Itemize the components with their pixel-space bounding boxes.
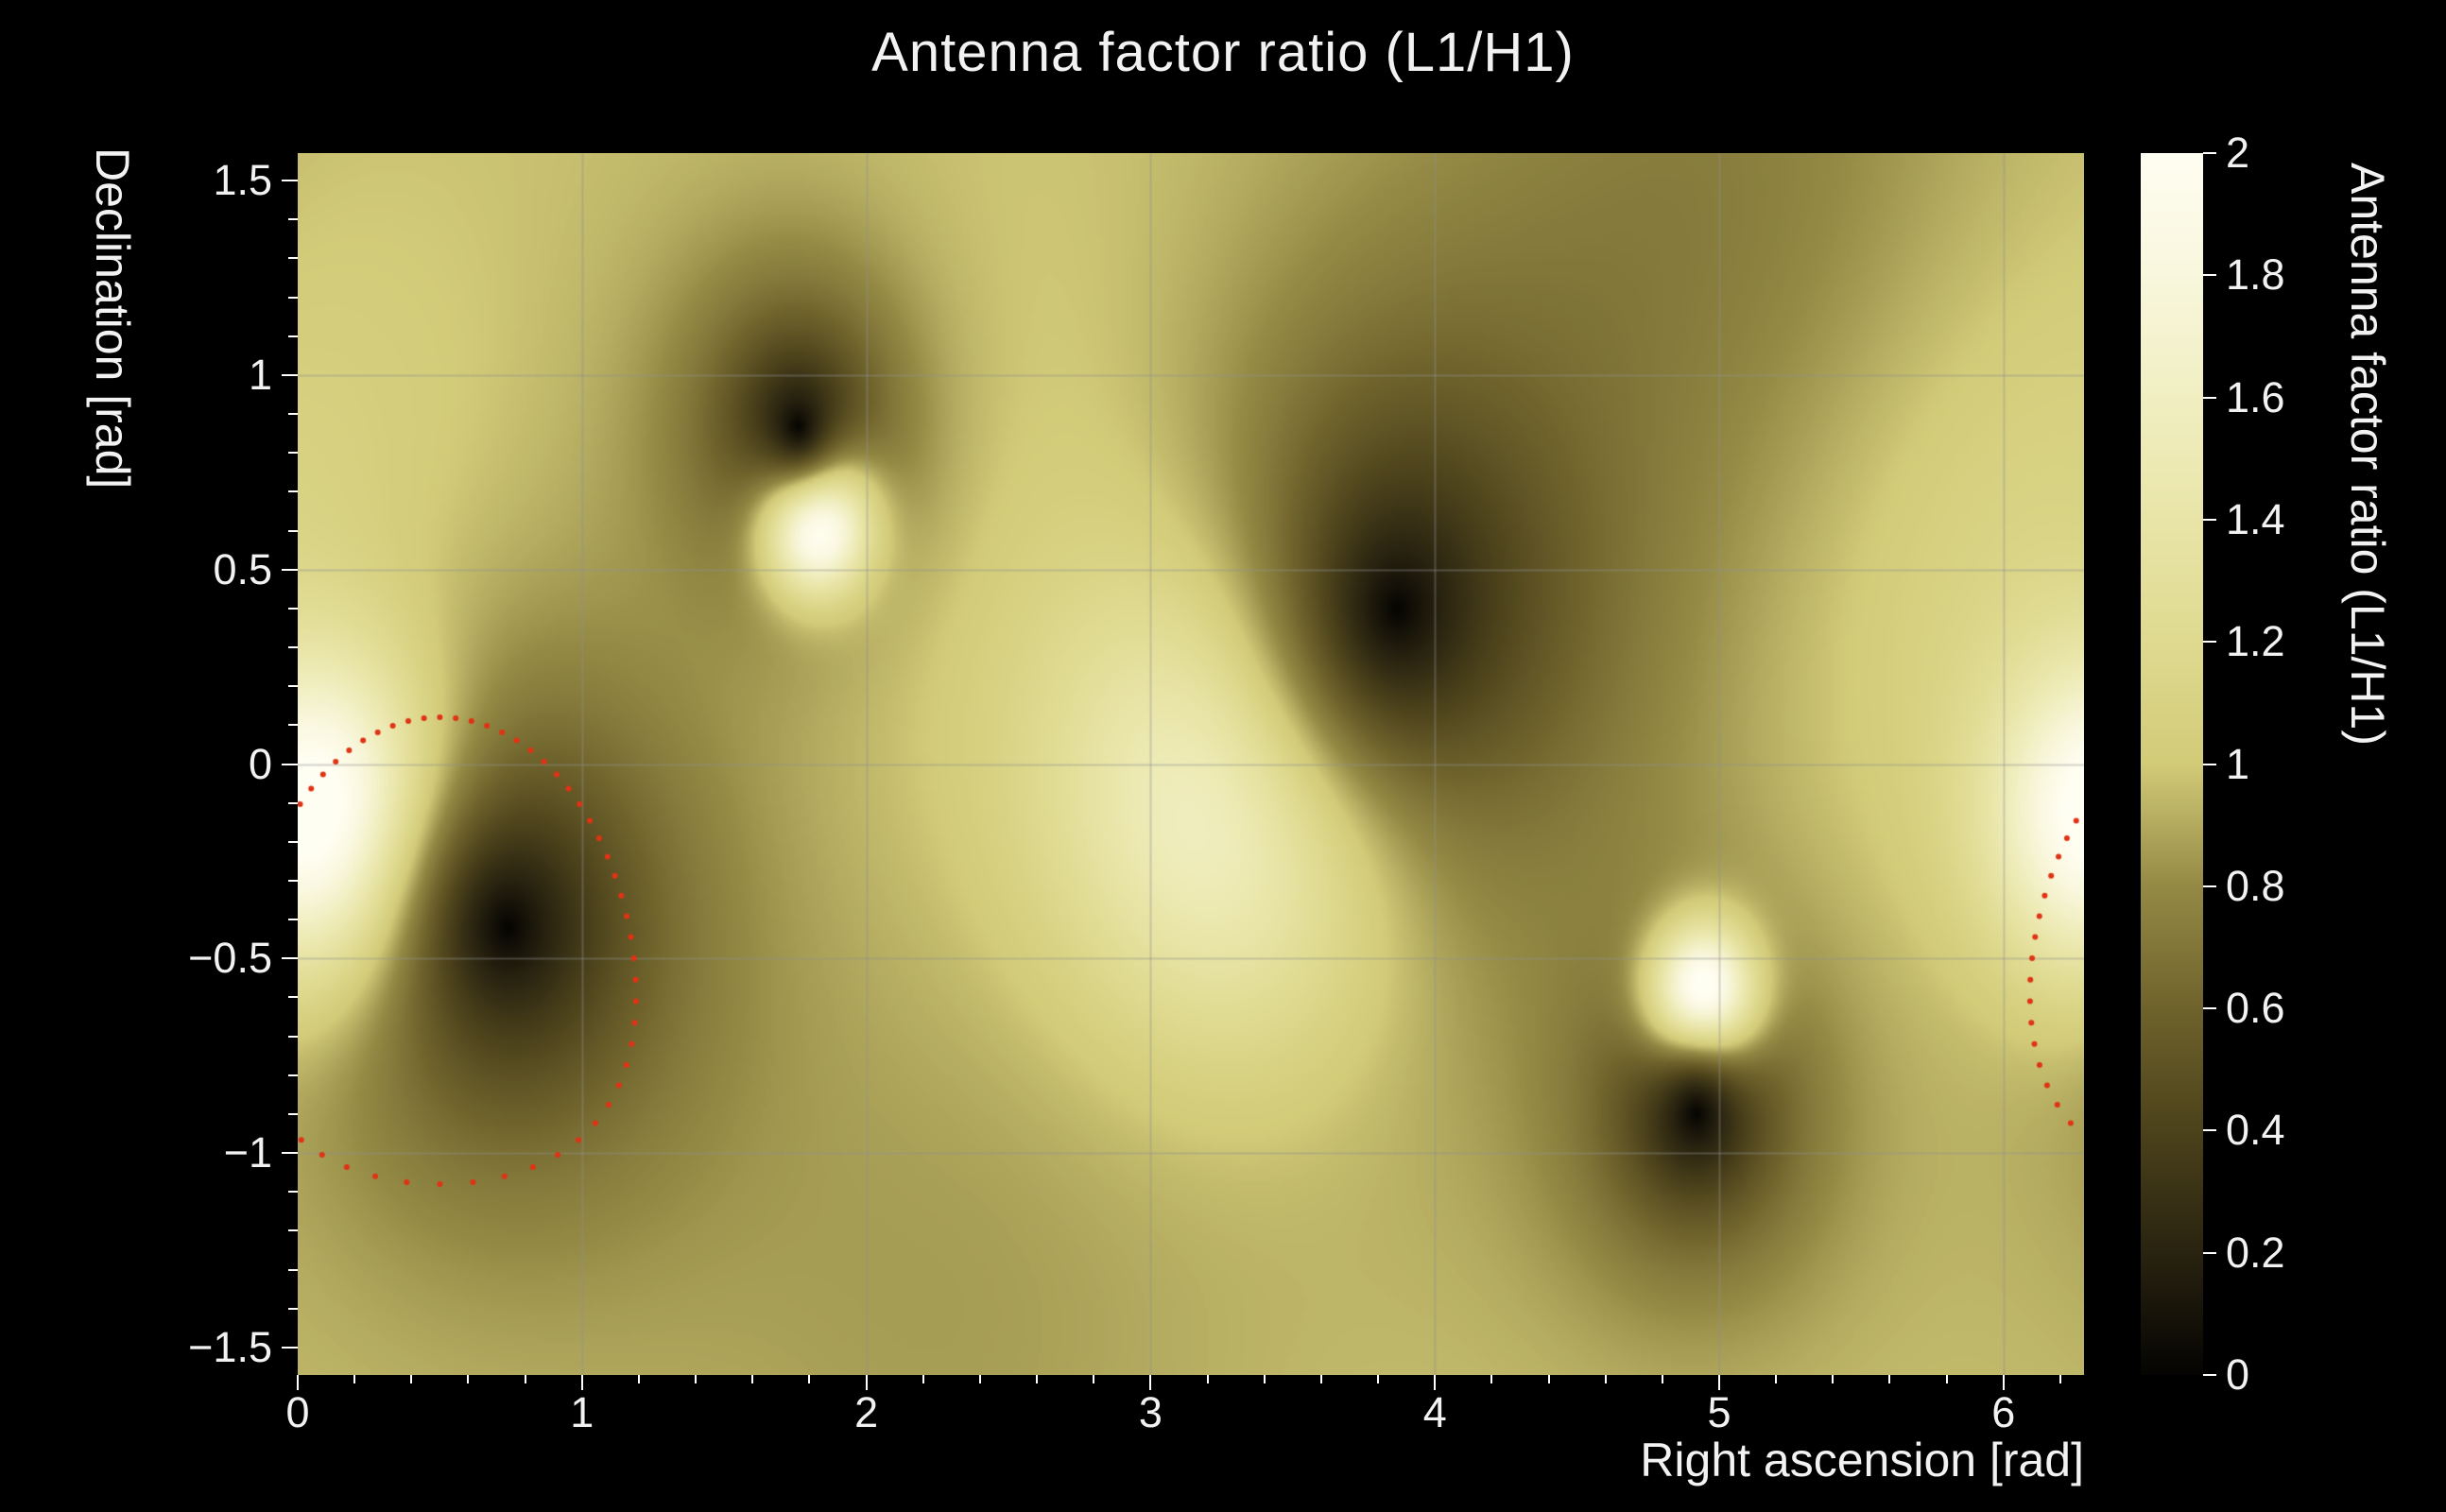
x-tick-label: 5 xyxy=(1707,1388,1731,1436)
x-tick-label: 2 xyxy=(854,1388,879,1436)
axis-tick xyxy=(2203,641,2216,644)
axis-tick xyxy=(808,1375,811,1383)
axis-tick xyxy=(2203,1251,2216,1254)
axis-tick xyxy=(288,335,298,337)
axis-tick xyxy=(288,685,298,688)
axis-tick xyxy=(751,1375,754,1383)
axis-tick xyxy=(1263,1375,1266,1383)
y-tick-label: 1 xyxy=(248,350,272,399)
colorbar-tick-label: 0.2 xyxy=(2226,1228,2285,1277)
x-tick-label: 4 xyxy=(1422,1388,1447,1436)
colorbar-gradient xyxy=(2141,153,2203,1375)
axis-tick xyxy=(1832,1375,1834,1383)
axis-tick xyxy=(978,1375,981,1383)
axis-tick xyxy=(2203,885,2216,887)
axis-tick xyxy=(288,1307,298,1310)
x-tick-label: 3 xyxy=(1138,1388,1163,1436)
axis-tick xyxy=(1604,1375,1607,1383)
axis-tick xyxy=(467,1375,470,1383)
axis-tick xyxy=(1036,1375,1039,1383)
axis-tick xyxy=(524,1375,526,1383)
axis-tick xyxy=(353,1375,356,1383)
axis-tick xyxy=(2203,152,2216,154)
axis-tick xyxy=(2203,1374,2216,1376)
colorbar-tick-label: 1.2 xyxy=(2226,617,2285,666)
axis-tick xyxy=(1547,1375,1550,1383)
axis-tick xyxy=(2203,763,2216,765)
colorbar-tick-label: 0.4 xyxy=(2226,1106,2285,1155)
y-tick-label: −0.5 xyxy=(188,934,272,983)
axis-tick xyxy=(288,607,298,610)
heatmap-canvas xyxy=(298,153,2084,1375)
axis-tick xyxy=(2203,396,2216,399)
axis-tick xyxy=(288,879,298,882)
axis-tick xyxy=(282,373,298,376)
axis-tick xyxy=(288,646,298,649)
axis-tick xyxy=(1377,1375,1380,1383)
axis-tick xyxy=(288,840,298,843)
colorbar-tick-label: 0.8 xyxy=(2226,861,2285,910)
axis-tick xyxy=(288,218,298,221)
axis-tick xyxy=(282,957,298,960)
axis-tick xyxy=(2058,1375,2061,1383)
axis-tick xyxy=(282,568,298,571)
chart-title: Antenna factor ratio (L1/H1) xyxy=(871,22,1575,83)
colorbar-title: Antenna factor ratio (L1/H1) xyxy=(2341,163,2394,746)
colorbar-tick-label: 1.6 xyxy=(2226,372,2285,421)
y-tick-label: 0.5 xyxy=(213,544,272,593)
axis-tick xyxy=(1661,1375,1663,1383)
axis-tick xyxy=(288,413,298,416)
axis-tick xyxy=(1319,1375,1322,1383)
colorbar-tick-label: 0.6 xyxy=(2226,984,2285,1033)
colorbar-tick-label: 1.4 xyxy=(2226,494,2285,543)
y-tick-label: 0 xyxy=(248,739,272,788)
axis-tick xyxy=(288,529,298,532)
axis-tick xyxy=(1093,1375,1095,1383)
axis-tick xyxy=(288,1074,298,1076)
axis-tick xyxy=(1945,1375,1948,1383)
axis-tick xyxy=(288,490,298,493)
axis-tick xyxy=(288,1229,298,1232)
axis-tick xyxy=(2203,518,2216,521)
y-tick-label: 1.5 xyxy=(213,156,272,205)
axis-tick xyxy=(282,1152,298,1155)
axis-tick xyxy=(1490,1375,1493,1383)
axis-tick xyxy=(2203,274,2216,277)
axis-tick xyxy=(1775,1375,1778,1383)
axis-tick xyxy=(637,1375,640,1383)
axis-tick xyxy=(282,1346,298,1349)
axis-tick xyxy=(288,452,298,455)
axis-tick xyxy=(695,1375,698,1383)
colorbar-tick-label: 1.8 xyxy=(2226,250,2285,300)
axis-tick xyxy=(282,180,298,182)
y-axis-title: Declination [rad] xyxy=(86,147,139,490)
axis-tick xyxy=(288,1112,298,1115)
y-tick-label: −1 xyxy=(223,1128,272,1177)
axis-tick xyxy=(922,1375,924,1383)
axis-tick xyxy=(2203,1129,2216,1132)
y-tick-label: −1.5 xyxy=(188,1322,272,1371)
axis-tick xyxy=(288,724,298,727)
axis-tick xyxy=(288,801,298,804)
axis-tick xyxy=(288,257,298,260)
x-axis-title: Right ascension [rad] xyxy=(1640,1434,2084,1486)
axis-tick xyxy=(288,1191,298,1194)
axis-tick xyxy=(288,919,298,921)
colorbar-tick-label: 1 xyxy=(2226,739,2250,788)
x-tick-label: 6 xyxy=(1991,1388,2016,1436)
axis-tick xyxy=(288,996,298,999)
axis-tick xyxy=(1888,1375,1891,1383)
colorbar-tick-label: 0 xyxy=(2226,1350,2250,1399)
axis-tick xyxy=(288,1268,298,1271)
axis-tick xyxy=(288,1035,298,1038)
colorbar-tick-label: 2 xyxy=(2226,129,2250,177)
axis-tick xyxy=(288,296,298,299)
axis-tick xyxy=(2203,1007,2216,1010)
x-tick-label: 1 xyxy=(570,1388,594,1436)
axis-tick xyxy=(282,763,298,765)
axis-tick xyxy=(410,1375,413,1383)
x-tick-label: 0 xyxy=(285,1388,310,1436)
axis-tick xyxy=(1206,1375,1209,1383)
